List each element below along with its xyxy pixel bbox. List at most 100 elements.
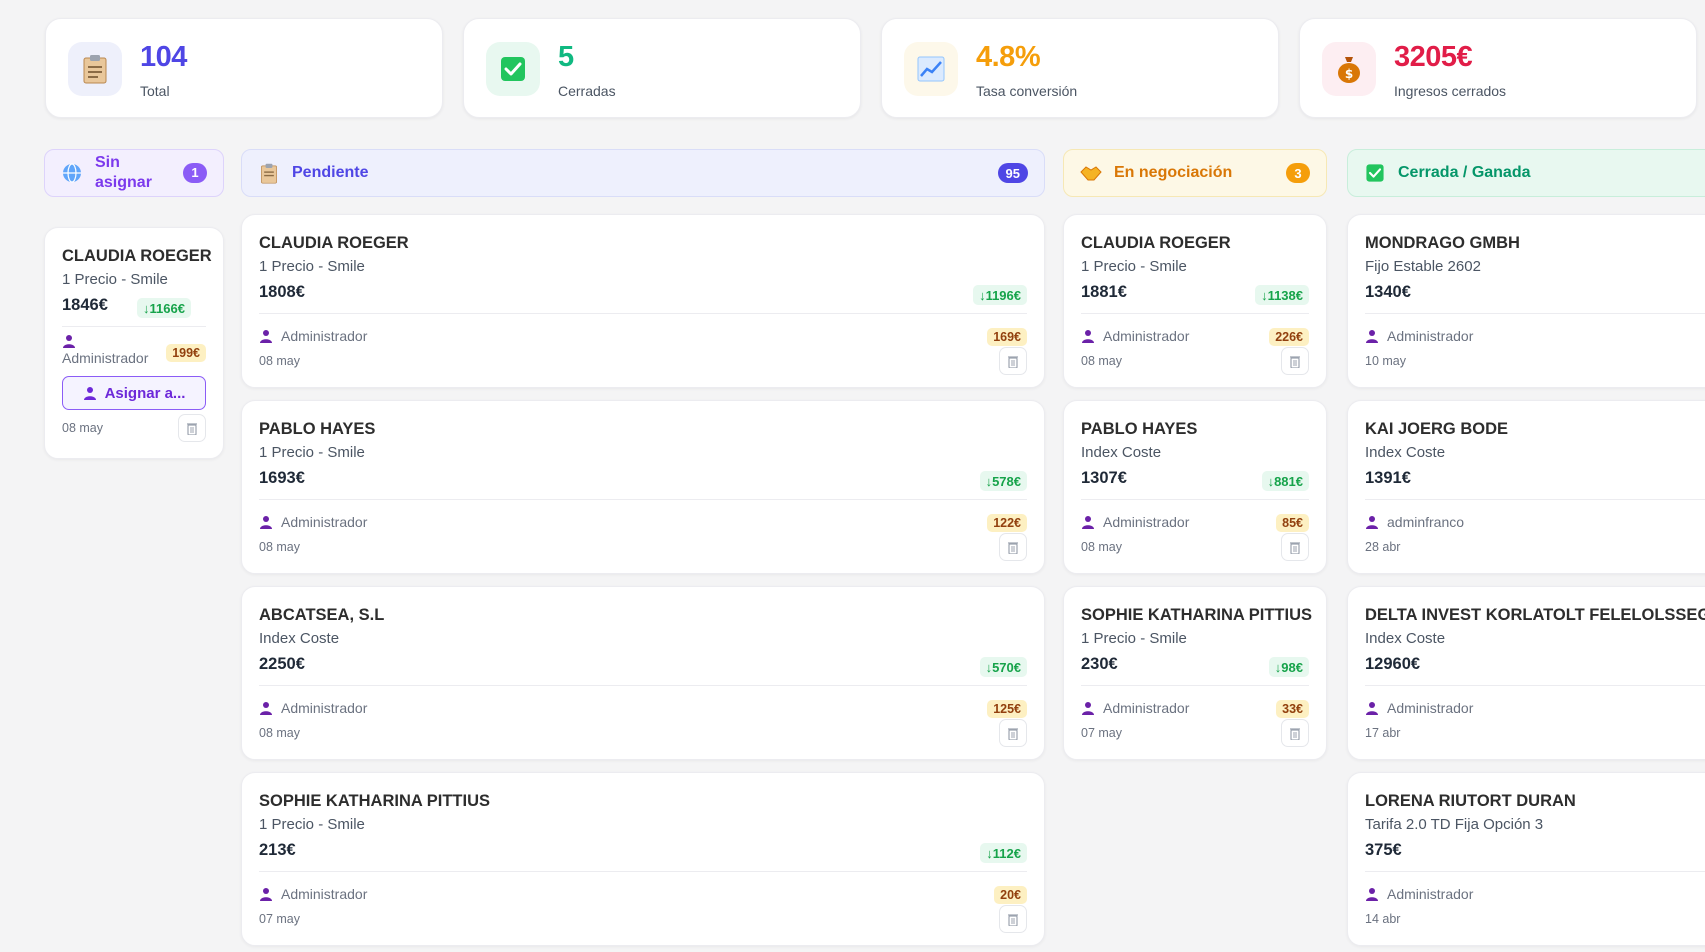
delete-button[interactable] <box>1281 347 1309 375</box>
stat-value: 104 <box>140 41 187 73</box>
deal-card[interactable]: SOPHIE KATHARINA PITTIUS 1 Precio - Smil… <box>241 772 1045 946</box>
user-name: Administrador <box>1103 514 1190 530</box>
trash-icon <box>1290 727 1300 740</box>
delete-button[interactable] <box>178 414 206 442</box>
trash-icon <box>1008 541 1018 554</box>
deal-card[interactable]: KAI JOERG BODE Index Coste 1391€ ↓ admin… <box>1347 400 1705 574</box>
plan-name: 1 Precio - Smile <box>259 258 365 275</box>
stat-label: Tasa conversión <box>976 83 1078 99</box>
deal-card[interactable]: PABLO HAYES Index Coste 1307€ ↓881€ Admi… <box>1063 400 1327 574</box>
commission-badge: 169€ <box>987 328 1027 346</box>
deal-card[interactable]: CLAUDIA ROEGER 1 Precio - Smile 1846€ ↓1… <box>44 227 224 459</box>
divider <box>1081 685 1309 686</box>
column-count-badge: 1 <box>183 163 207 183</box>
assigned-user: Administrador <box>259 514 367 530</box>
deal-card[interactable]: ABCATSEA, S.L Index Coste 2250€ ↓570€ Ad… <box>241 586 1045 760</box>
date: 07 may <box>1081 726 1122 740</box>
commission-badge: 33€ <box>1276 700 1309 718</box>
deal-card[interactable]: SOPHIE KATHARINA PITTIUS 1 Precio - Smil… <box>1063 586 1327 760</box>
price: 375€ <box>1365 841 1402 859</box>
assigned-user: Administrador <box>259 886 367 902</box>
price: 1391€ <box>1365 469 1411 487</box>
client-name: DELTA INVEST KORLATOLT FELELOLSSEGU <box>1365 606 1705 624</box>
delete-button[interactable] <box>1281 719 1309 747</box>
money-bag-icon: $ <box>1322 42 1376 96</box>
user-name: Administrador <box>1387 886 1474 902</box>
deal-card[interactable]: MONDRAGO GMBH Fijo Estable 2602 1340€ ↓ … <box>1347 214 1705 388</box>
date: 08 may <box>1081 540 1122 554</box>
assigned-user: Administrador <box>1081 328 1189 344</box>
client-name: SOPHIE KATHARINA PITTIUS <box>1081 606 1313 624</box>
divider <box>1365 499 1705 500</box>
saving-badge: ↓112€ <box>980 843 1027 863</box>
column-header-unassigned: Sin asignar 1 <box>44 149 224 197</box>
commission-badge: 20€ <box>994 886 1027 904</box>
assign-button[interactable]: Asignar a... <box>62 376 206 410</box>
user-name: Administrador <box>62 350 149 366</box>
stat-value: 5 <box>558 41 574 73</box>
commission-badge: 226€ <box>1269 328 1309 346</box>
assigned-user: Administrador <box>1365 700 1473 716</box>
assigned-user: Administrador <box>1081 700 1189 716</box>
client-name: PABLO HAYES <box>259 420 376 438</box>
client-name: MONDRAGO GMBH <box>1365 234 1520 252</box>
column-header-pending: Pendiente 95 <box>241 149 1045 197</box>
delete-button[interactable] <box>1281 533 1309 561</box>
trash-icon <box>187 422 197 435</box>
stat-label: Total <box>140 83 170 99</box>
svg-text:$: $ <box>1345 67 1353 81</box>
deal-card[interactable]: DELTA INVEST KORLATOLT FELELOLSSEGU Inde… <box>1347 586 1705 760</box>
user-icon <box>63 335 75 348</box>
divider <box>1365 871 1705 872</box>
chart-icon <box>904 42 958 96</box>
divider <box>259 499 1027 500</box>
user-icon <box>1366 330 1378 343</box>
commission-badge: 125€ <box>987 700 1027 718</box>
user-icon <box>1082 330 1094 343</box>
divider <box>1365 313 1705 314</box>
date: 07 may <box>259 912 300 926</box>
user-icon <box>260 888 272 901</box>
plan-name: 1 Precio - Smile <box>62 271 168 288</box>
user-name: Administrador <box>281 514 368 530</box>
delete-button[interactable] <box>999 347 1027 375</box>
delete-button[interactable] <box>999 905 1027 933</box>
divider <box>1365 685 1705 686</box>
delete-button[interactable] <box>999 533 1027 561</box>
user-icon <box>260 702 272 715</box>
date: 08 may <box>259 726 300 740</box>
price: 1846€ <box>62 296 108 314</box>
assigned-user: Administrador <box>259 328 367 344</box>
divider <box>259 685 1027 686</box>
plan-name: Tarifa 2.0 TD Fija Opción 3 <box>1365 816 1544 833</box>
column-count-badge: 3 <box>1286 163 1310 183</box>
stat-card-revenue: $ 3205€ Ingresos cerrados <box>1299 18 1697 118</box>
saving-badge: ↓570€ <box>979 657 1027 677</box>
divider <box>1081 313 1309 314</box>
clipboard-icon <box>68 42 122 96</box>
assigned-user: Administrador <box>1365 886 1473 902</box>
user-name: Administrador <box>281 700 368 716</box>
plan-name: Index Coste <box>1365 444 1446 461</box>
saving-badge: ↓1166€ <box>137 298 191 318</box>
deal-card[interactable]: CLAUDIA ROEGER 1 Precio - Smile 1808€ ↓1… <box>241 214 1045 388</box>
date: 08 may <box>259 540 300 554</box>
deal-card[interactable]: PABLO HAYES 1 Precio - Smile 1693€ ↓578€… <box>241 400 1045 574</box>
deal-card[interactable]: LORENA RIUTORT DURAN Tarifa 2.0 TD Fija … <box>1347 772 1705 946</box>
commission-badge: 122€ <box>987 514 1027 532</box>
saving-badge: ↓98€ <box>1268 657 1309 677</box>
deal-card[interactable]: CLAUDIA ROEGER 1 Precio - Smile 1881€ ↓1… <box>1063 214 1327 388</box>
saving-badge: ↓881€ <box>1261 471 1309 491</box>
user-icon <box>1366 516 1378 529</box>
trash-icon <box>1008 727 1018 740</box>
user-name: adminfranco <box>1387 514 1465 530</box>
date: 08 may <box>259 354 300 368</box>
assigned-user: Administrador <box>259 700 367 716</box>
client-name: CLAUDIA ROEGER <box>1081 234 1231 252</box>
column-title: Sin asignar <box>95 154 152 191</box>
plan-name: Index Coste <box>1081 444 1162 461</box>
delete-button[interactable] <box>999 719 1027 747</box>
user-icon <box>260 516 272 529</box>
globe-icon <box>61 162 83 184</box>
price: 213€ <box>259 841 296 859</box>
